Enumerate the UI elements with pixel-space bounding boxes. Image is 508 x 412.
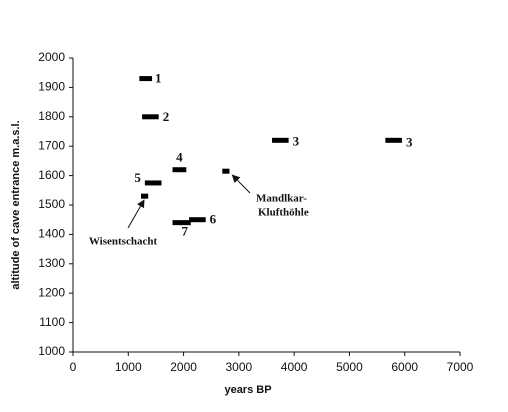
y-tick-label: 1800 — [38, 109, 65, 123]
bar-label: 2 — [163, 109, 170, 124]
range-bar — [172, 220, 191, 226]
range-bar — [385, 137, 402, 143]
x-tick-label: 6000 — [391, 360, 418, 374]
y-tick-label: 1400 — [38, 227, 65, 241]
x-axis-title: years BP — [224, 384, 271, 396]
bar-label: 6 — [210, 212, 217, 227]
annotation: Wisentschacht — [89, 236, 158, 248]
bar-label: 1 — [155, 71, 162, 86]
x-tick-label: 4000 — [281, 360, 308, 374]
range-bar — [144, 180, 162, 186]
range-bar — [172, 167, 187, 173]
bar-label: 7 — [182, 224, 189, 239]
y-tick-label: 1900 — [38, 80, 65, 94]
y-tick-label: 2000 — [38, 50, 65, 64]
x-tick-label: 7000 — [447, 360, 474, 374]
x-tick-label: 0 — [70, 360, 77, 374]
arrow — [127, 199, 145, 229]
range-bar — [222, 168, 230, 174]
y-tick-label: 1700 — [38, 138, 65, 152]
range-bar — [141, 193, 149, 199]
y-tick-label: 1100 — [39, 315, 65, 329]
bar-label: 4 — [176, 150, 183, 165]
bar-label: 3 — [406, 134, 413, 149]
y-tick-label: 1600 — [38, 168, 65, 182]
range-bar — [142, 114, 159, 120]
y-tick-label: 1500 — [38, 197, 65, 211]
y-tick-label: 1300 — [38, 256, 65, 270]
range-bar — [189, 217, 206, 223]
range-bar — [139, 76, 153, 82]
arrow — [231, 174, 251, 194]
x-tick-label: 2000 — [170, 360, 197, 374]
annotation: Klufthöhle — [258, 207, 309, 219]
x-tick-label: 1000 — [115, 360, 142, 374]
bar-label: 5 — [134, 170, 141, 185]
x-tick-label: 3000 — [226, 360, 253, 374]
y-tick-label: 1000 — [38, 344, 65, 358]
range-bar — [272, 137, 289, 143]
y-tick-label: 1200 — [38, 285, 65, 299]
y-axis-title: altitude of cave entrance m.a.s.l. — [10, 120, 22, 289]
annotation: Mandlkar- — [256, 193, 307, 205]
bar-label: 3 — [293, 133, 300, 148]
x-tick-label: 5000 — [336, 360, 363, 374]
